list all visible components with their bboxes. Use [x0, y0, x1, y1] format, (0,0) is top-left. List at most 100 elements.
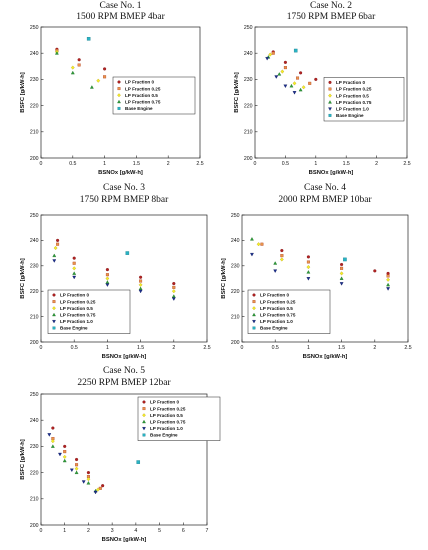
legend-entry: LP Fraction 0 [260, 293, 289, 298]
y-tick-label: 220 [30, 470, 39, 476]
data-point [50, 444, 55, 448]
x-tick-label: 2 [87, 528, 90, 534]
x-tick-label: 1.5 [343, 161, 350, 167]
data-point [260, 242, 264, 246]
data-point [340, 262, 344, 267]
legend-entry: LP Fraction 0.75 [125, 100, 161, 105]
series-4 [86, 36, 91, 41]
legend: LP Fraction 0LP Fraction 0.25 LP Fraction… [247, 289, 331, 334]
data-point [98, 486, 102, 490]
data-point [296, 76, 300, 80]
legend-entry: LP Fraction 0 [150, 400, 179, 405]
legend-entry: LP Fraction 0.75 [260, 313, 296, 318]
x-tick-label: 2.5 [403, 161, 410, 167]
series-5 [343, 257, 347, 262]
series-2 [53, 245, 176, 294]
x-tick-label: 1.5 [133, 161, 140, 167]
y-tick-label: 220 [244, 103, 253, 109]
y-tick-label: 240 [231, 238, 240, 244]
series-2 [50, 439, 100, 492]
data-point [299, 71, 303, 75]
data-point [105, 283, 110, 287]
data-point [58, 452, 62, 457]
data-point [47, 433, 52, 437]
legend-marker [52, 326, 56, 330]
data-point [50, 439, 55, 444]
y-tick-label: 210 [30, 314, 39, 320]
x-tick-label: 2 [375, 161, 378, 167]
data-point [53, 245, 58, 251]
y-axis-label: BSFC [g/kW-h] [20, 72, 26, 113]
y-tick-label: 210 [231, 314, 240, 320]
legend-box [112, 76, 196, 115]
series-3 [266, 55, 303, 92]
chart-subtitle: 2250 RPM BMEP 12bar [77, 378, 171, 388]
x-tick-label: 0.5 [282, 161, 289, 167]
x-axis-label: BSNOx [g/kW-h] [98, 170, 143, 176]
legend-marker [117, 87, 121, 91]
data-point [280, 254, 284, 258]
data-point [52, 253, 57, 258]
legend: LP Fraction 0LP Fraction 0.25 LP Fraction… [47, 289, 131, 334]
series-4 [250, 252, 391, 291]
data-point [54, 51, 59, 55]
data-point [74, 470, 79, 475]
legend-marker [142, 419, 146, 424]
legend-entry: LP Fraction 0.5 [150, 413, 183, 418]
data-point [56, 242, 60, 246]
data-point [56, 238, 60, 242]
data-point [314, 77, 318, 81]
x-tick-label: 0 [40, 345, 43, 351]
x-tick-label: 1 [307, 345, 310, 351]
y-tick-label: 230 [30, 264, 39, 270]
x-tick-label: 2.5 [404, 345, 411, 351]
data-point [373, 269, 377, 273]
data-point [292, 81, 297, 86]
legend-entry: LP Fraction 0 [125, 80, 154, 85]
data-point [386, 287, 391, 291]
data-point [386, 282, 391, 287]
data-point [103, 75, 107, 79]
data-point [293, 48, 298, 53]
data-point [89, 85, 94, 89]
data-point [306, 260, 310, 264]
y-tick-label: 210 [30, 130, 39, 136]
x-tick-label: 2.5 [203, 345, 210, 351]
legend-marker [117, 93, 121, 98]
chart-subtitle: 1750 RPM BMEP 6bar [287, 12, 376, 22]
data-point [171, 297, 176, 301]
y-tick-label: 200 [231, 340, 240, 346]
data-point [298, 87, 303, 92]
legend-entry: LP Fraction 0.25 [150, 406, 186, 411]
data-point [256, 242, 261, 247]
legend-marker [328, 93, 332, 98]
legend-marker [252, 326, 256, 330]
data-point [172, 282, 176, 286]
data-point [75, 457, 79, 462]
chart-subtitle: 1500 RPM BMEP 4bar [76, 12, 165, 22]
data-point [265, 57, 270, 61]
legend-marker [117, 99, 121, 104]
y-tick-label: 250 [30, 392, 39, 398]
x-tick-label: 2 [373, 345, 376, 351]
legend-entry: LP Fraction 0.25 [260, 299, 296, 304]
y-tick-label: 250 [244, 25, 253, 31]
legend-marker [252, 320, 256, 324]
data-point [96, 78, 101, 83]
series-4 [52, 259, 176, 301]
y-tick-label: 220 [30, 103, 39, 109]
data-point [283, 84, 288, 89]
data-point [136, 460, 141, 464]
data-point [63, 450, 67, 454]
x-tick-label: 0 [40, 161, 43, 167]
y-axis-label: BSFC [g/kW-h] [20, 439, 26, 480]
x-axis-label: BSNOx [g/kW-h] [102, 537, 147, 543]
data-point [274, 75, 279, 79]
chart-title: Case No. 1 [100, 1, 142, 11]
legend-marker [142, 400, 146, 404]
y-tick-label: 240 [30, 51, 39, 57]
legend-entry: LP Fraction 0.5 [125, 93, 158, 98]
y-tick-label: 200 [30, 156, 39, 162]
